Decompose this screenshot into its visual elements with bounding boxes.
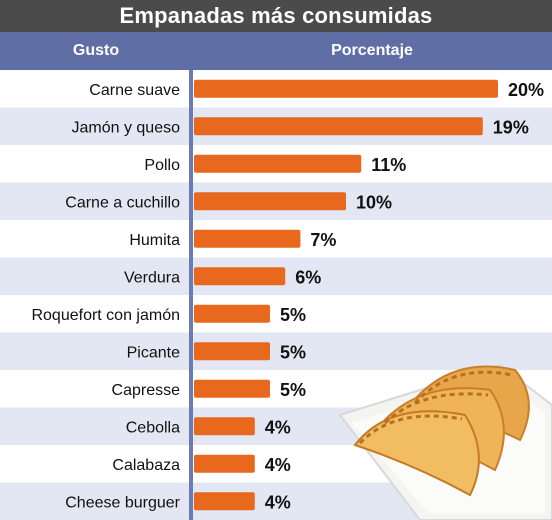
category-label: Pollo	[144, 157, 180, 174]
category-label: Verdura	[124, 269, 180, 286]
category-label: Carne suave	[89, 82, 180, 99]
value-label: 5%	[280, 342, 306, 362]
bar	[194, 79, 498, 98]
category-label: Cebolla	[126, 419, 180, 436]
bar	[194, 417, 255, 436]
value-label: 10%	[356, 192, 392, 212]
value-label: 4%	[265, 417, 291, 437]
row-stripe	[0, 332, 552, 370]
bar	[194, 117, 483, 136]
bar	[194, 154, 362, 173]
category-label: Capresse	[112, 382, 181, 399]
bar	[194, 454, 255, 473]
value-label: 5%	[280, 380, 306, 400]
bar	[194, 379, 270, 398]
bar	[194, 229, 301, 248]
bar	[194, 304, 270, 323]
bar	[194, 342, 270, 361]
category-label: Picante	[127, 344, 180, 361]
header-porcentaje: Porcentaje	[331, 42, 413, 59]
bar	[194, 267, 286, 286]
table-header: Gusto Porcentaje	[0, 32, 552, 70]
value-label: 11%	[371, 155, 406, 175]
category-label: Carne a cuchillo	[65, 194, 180, 211]
empanadas-image	[338, 363, 552, 520]
value-label: 4%	[265, 455, 291, 475]
column-divider	[189, 70, 193, 520]
bar	[194, 192, 346, 211]
value-label: 6%	[295, 267, 321, 287]
category-label: Cheese burguer	[65, 494, 180, 511]
chart-title: Empanadas más consumidas	[0, 0, 552, 32]
value-label: 7%	[310, 230, 336, 250]
category-label: Calabaza	[112, 457, 180, 474]
bar	[194, 492, 255, 511]
category-label: Humita	[129, 232, 180, 249]
value-label: 4%	[265, 492, 291, 512]
header-gusto: Gusto	[72, 42, 120, 59]
category-label: Jamón y queso	[71, 119, 180, 136]
value-label: 19%	[493, 117, 529, 137]
value-label: 5%	[280, 305, 306, 325]
value-label: 20%	[508, 80, 544, 100]
category-label: Roquefort con jamón	[31, 307, 180, 324]
